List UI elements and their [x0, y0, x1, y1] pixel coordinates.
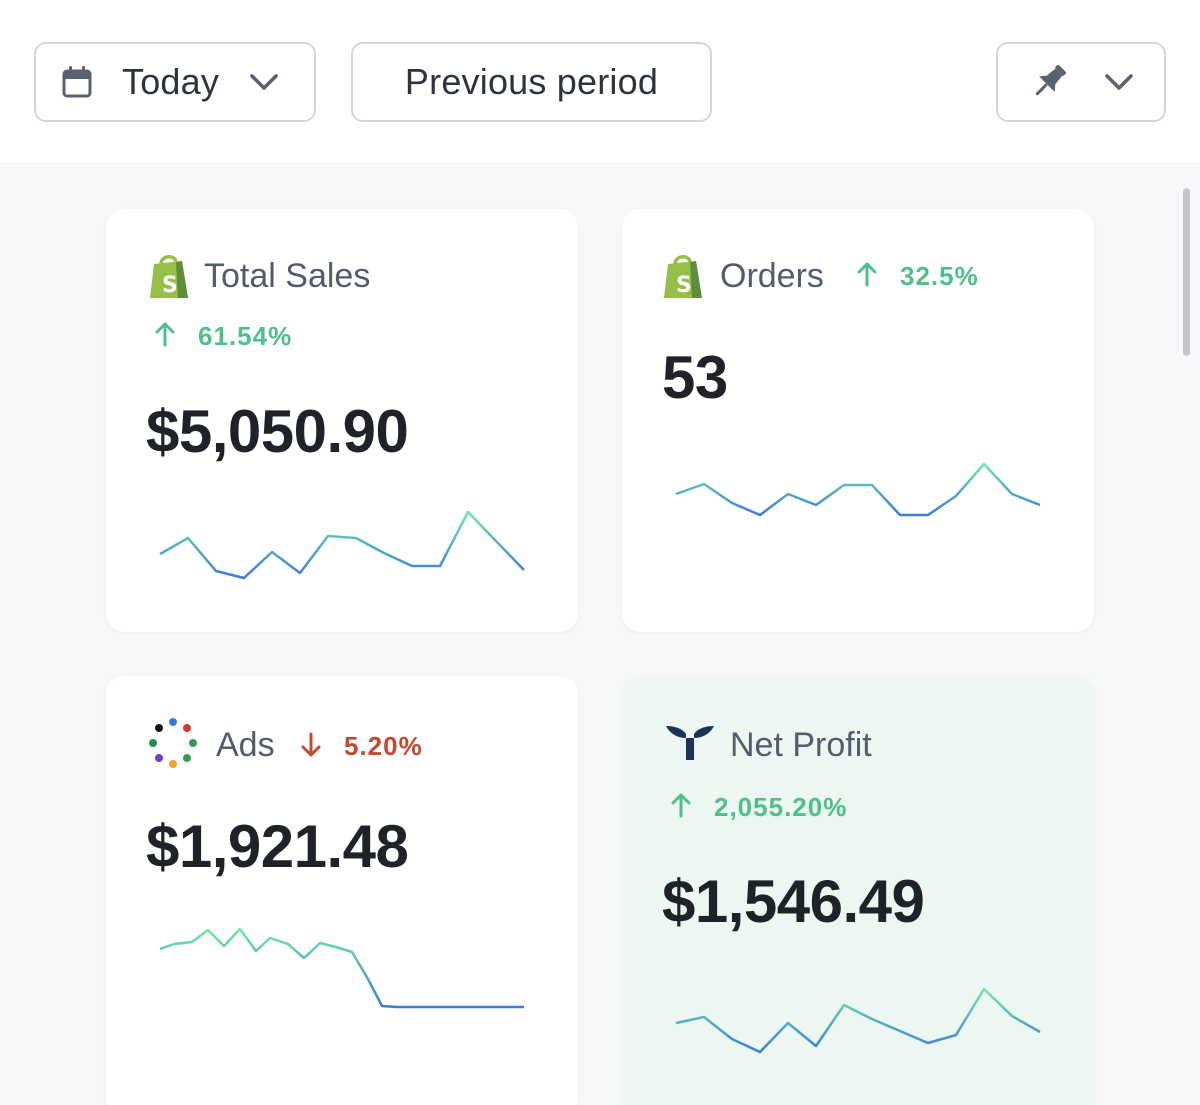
compare-period-label: Previous period [404, 61, 659, 102]
arrow-up-icon [155, 322, 175, 347]
shopify-icon: S [664, 255, 702, 298]
change-percent: 5.20% [344, 731, 423, 761]
metric-value: $1,921.48 [146, 813, 409, 880]
date-range-label: Today [122, 61, 220, 102]
sparkline [159, 927, 524, 1009]
card-title: Total Sales [204, 257, 371, 295]
ads-dots-icon [149, 718, 197, 768]
change-percent: 2,055.20% [714, 792, 848, 822]
orders-card[interactable]: S Orders 32.5% 53 [622, 209, 1094, 632]
card-title: Orders [720, 257, 824, 295]
svg-text:S: S [676, 273, 692, 298]
sparkline [675, 987, 1041, 1054]
arrow-up-icon [857, 262, 877, 287]
svg-text:S: S [162, 273, 178, 298]
date-range-button[interactable]: Today [34, 42, 316, 122]
chevron-down-icon [250, 74, 278, 90]
scrollbar-thumb[interactable] [1183, 188, 1190, 356]
net-profit-card[interactable]: Net Profit 2,055.20% $1,546.49 [622, 676, 1094, 1105]
ads-card[interactable]: Ads 5.20% $1,921.48 [106, 676, 578, 1105]
shopify-icon: S [150, 255, 188, 298]
change-percent: 61.54% [198, 321, 293, 351]
compare-period-button[interactable]: Previous period [351, 42, 712, 122]
arrow-down-icon [301, 732, 321, 757]
pin-icon [1035, 64, 1067, 96]
toolbar: Today Previous period [0, 0, 1200, 162]
arrow-up-icon [671, 793, 691, 818]
pin-menu-button[interactable] [996, 42, 1166, 122]
total-sales-card[interactable]: S Total Sales 61.54% $5,050.90 [106, 209, 578, 632]
chevron-down-icon [1105, 74, 1133, 90]
triple-whale-icon [666, 726, 714, 760]
sparkline [675, 462, 1041, 517]
metric-value: $5,050.90 [146, 398, 409, 465]
card-title: Net Profit [730, 726, 872, 764]
change-percent: 32.5% [900, 261, 979, 291]
card-title: Ads [216, 726, 275, 764]
sparkline [159, 510, 525, 580]
calendar-icon [62, 66, 92, 98]
metric-value: $1,546.49 [662, 868, 925, 935]
metric-value: 53 [662, 344, 728, 411]
